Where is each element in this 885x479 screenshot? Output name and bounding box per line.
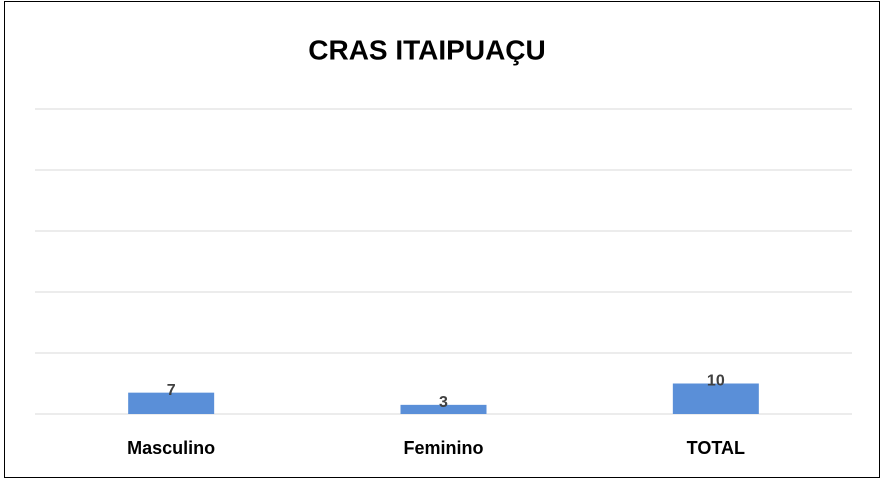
bar xyxy=(128,392,215,414)
data-label: 7 xyxy=(167,382,176,399)
data-label: 3 xyxy=(439,394,448,411)
chart-title: CRAS ITAIPUAÇU xyxy=(308,34,545,65)
bar xyxy=(400,404,487,414)
data-label: 10 xyxy=(707,373,725,390)
x-tick-label: Masculino xyxy=(127,438,215,458)
bar xyxy=(672,383,759,414)
x-tick-label: TOTAL xyxy=(687,438,745,458)
x-tick-label: Feminino xyxy=(404,438,484,458)
